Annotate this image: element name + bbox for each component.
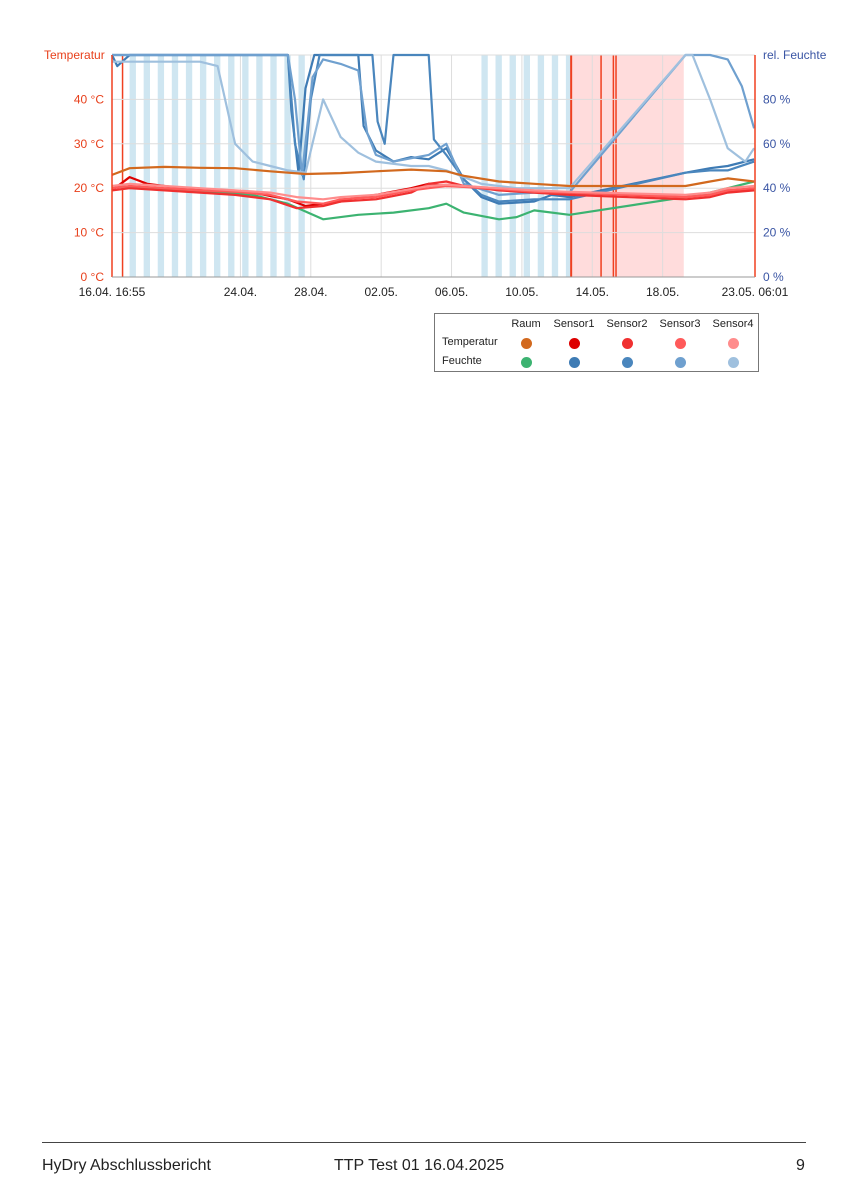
legend-header-sensor4: Sensor4: [712, 318, 754, 330]
stripe-band: [537, 55, 545, 277]
stripe-band: [256, 55, 263, 277]
humidity-line-raum: [111, 180, 755, 221]
legend-swatch: [622, 338, 633, 349]
stripe-band: [214, 55, 221, 277]
legend-swatch: [728, 357, 739, 368]
stripe-band: [509, 55, 516, 277]
legend-header-sensor3: Sensor3: [659, 318, 701, 330]
shaded-bands: [121, 55, 684, 277]
x-tick-label: 10.05.: [505, 285, 538, 299]
axes: 0 °C 10 °C 20 °C 30 °C 40 °C 0 % 20 % 40 % 60 % 8…: [74, 55, 791, 299]
legend-swatch: [569, 338, 580, 349]
x-tick-label: 24.04.: [224, 285, 257, 299]
legend-header-raum: Raum: [511, 318, 541, 330]
right-tick-label: 20 %: [763, 226, 791, 240]
right-tick-label: 0 %: [763, 270, 784, 284]
legend-header-sensor2: Sensor2: [606, 318, 648, 330]
legend-swatch: [622, 357, 633, 368]
stripe-band: [242, 55, 249, 277]
legend-row-feuchte: Feuchte: [442, 355, 482, 367]
footer-test-name: TTP Test 01 16.04.2025: [334, 1157, 505, 1174]
legend-swatch: [569, 357, 580, 368]
stripe-band: [551, 55, 559, 277]
legend-header-sensor1: Sensor1: [553, 318, 595, 330]
temperature-line-sensor4: [111, 182, 755, 201]
legend-swatch: [521, 357, 532, 368]
left-tick-label: 0 °C: [81, 270, 105, 284]
humidity-line-sensor2: [112, 53, 755, 203]
x-tick-label: 18.05.: [646, 285, 679, 299]
left-tick-label: 30 °C: [74, 137, 104, 151]
left-axis-label: Temperatur: [44, 48, 105, 62]
left-tick-label: 40 °C: [74, 92, 104, 106]
legend-swatch: [728, 338, 739, 349]
right-tick-label: 80 %: [763, 92, 791, 106]
legend-row-temperatur: Temperatur: [442, 336, 498, 348]
legend: Raum Sensor1 Sensor2 Sensor3 Sensor4 Tem…: [434, 313, 759, 372]
humidity-line-sensor3: [112, 53, 756, 196]
temperature-line-raum: [111, 165, 755, 188]
stripe-band: [481, 55, 488, 277]
left-tick-label: 20 °C: [74, 181, 104, 195]
stripe-band: [495, 55, 502, 277]
stripe-band: [523, 55, 530, 277]
footer-report-title: HyDry Abschlussbericht: [42, 1157, 211, 1174]
stripe-band: [199, 55, 207, 277]
temperature-series-group: [111, 165, 755, 210]
x-tick-label: 23.05. 06:01: [722, 285, 789, 299]
right-axis-label: rel. Feuchte: [763, 48, 827, 62]
humidity-series-group: [111, 53, 756, 221]
left-tick-label: 10 °C: [74, 226, 104, 240]
stripe-band: [129, 55, 136, 277]
temperature-line-sensor3: [111, 184, 755, 205]
stripe-band: [171, 55, 179, 277]
humidity-line-sensor4: [112, 53, 756, 190]
stripe-band: [143, 55, 150, 277]
stripe-band: [185, 55, 193, 277]
legend-swatch: [521, 338, 532, 349]
stripe-band: [565, 55, 573, 277]
right-tick-label: 40 %: [763, 181, 791, 195]
stripe-band: [228, 55, 235, 277]
temperature-line-sensor2: [111, 180, 755, 210]
temperature-humidity-chart: 0 °C 10 °C 20 °C 30 °C 40 °C 0 % 20 % 40 % 60 % 8…: [44, 48, 827, 299]
stripe-band: [284, 55, 291, 277]
x-tick-label: 14.05.: [576, 285, 609, 299]
x-tick-label: 28.04.: [294, 285, 327, 299]
footer-divider: [42, 1142, 806, 1143]
legend-swatch: [675, 357, 686, 368]
legend-swatch: [675, 338, 686, 349]
x-tick-label: 02.05.: [364, 285, 397, 299]
x-tick-label: 06.05.: [435, 285, 468, 299]
x-tick-label: 16.04. 16:55: [79, 285, 146, 299]
footer-page-number: 9: [796, 1157, 805, 1174]
right-tick-label: 60 %: [763, 137, 791, 151]
